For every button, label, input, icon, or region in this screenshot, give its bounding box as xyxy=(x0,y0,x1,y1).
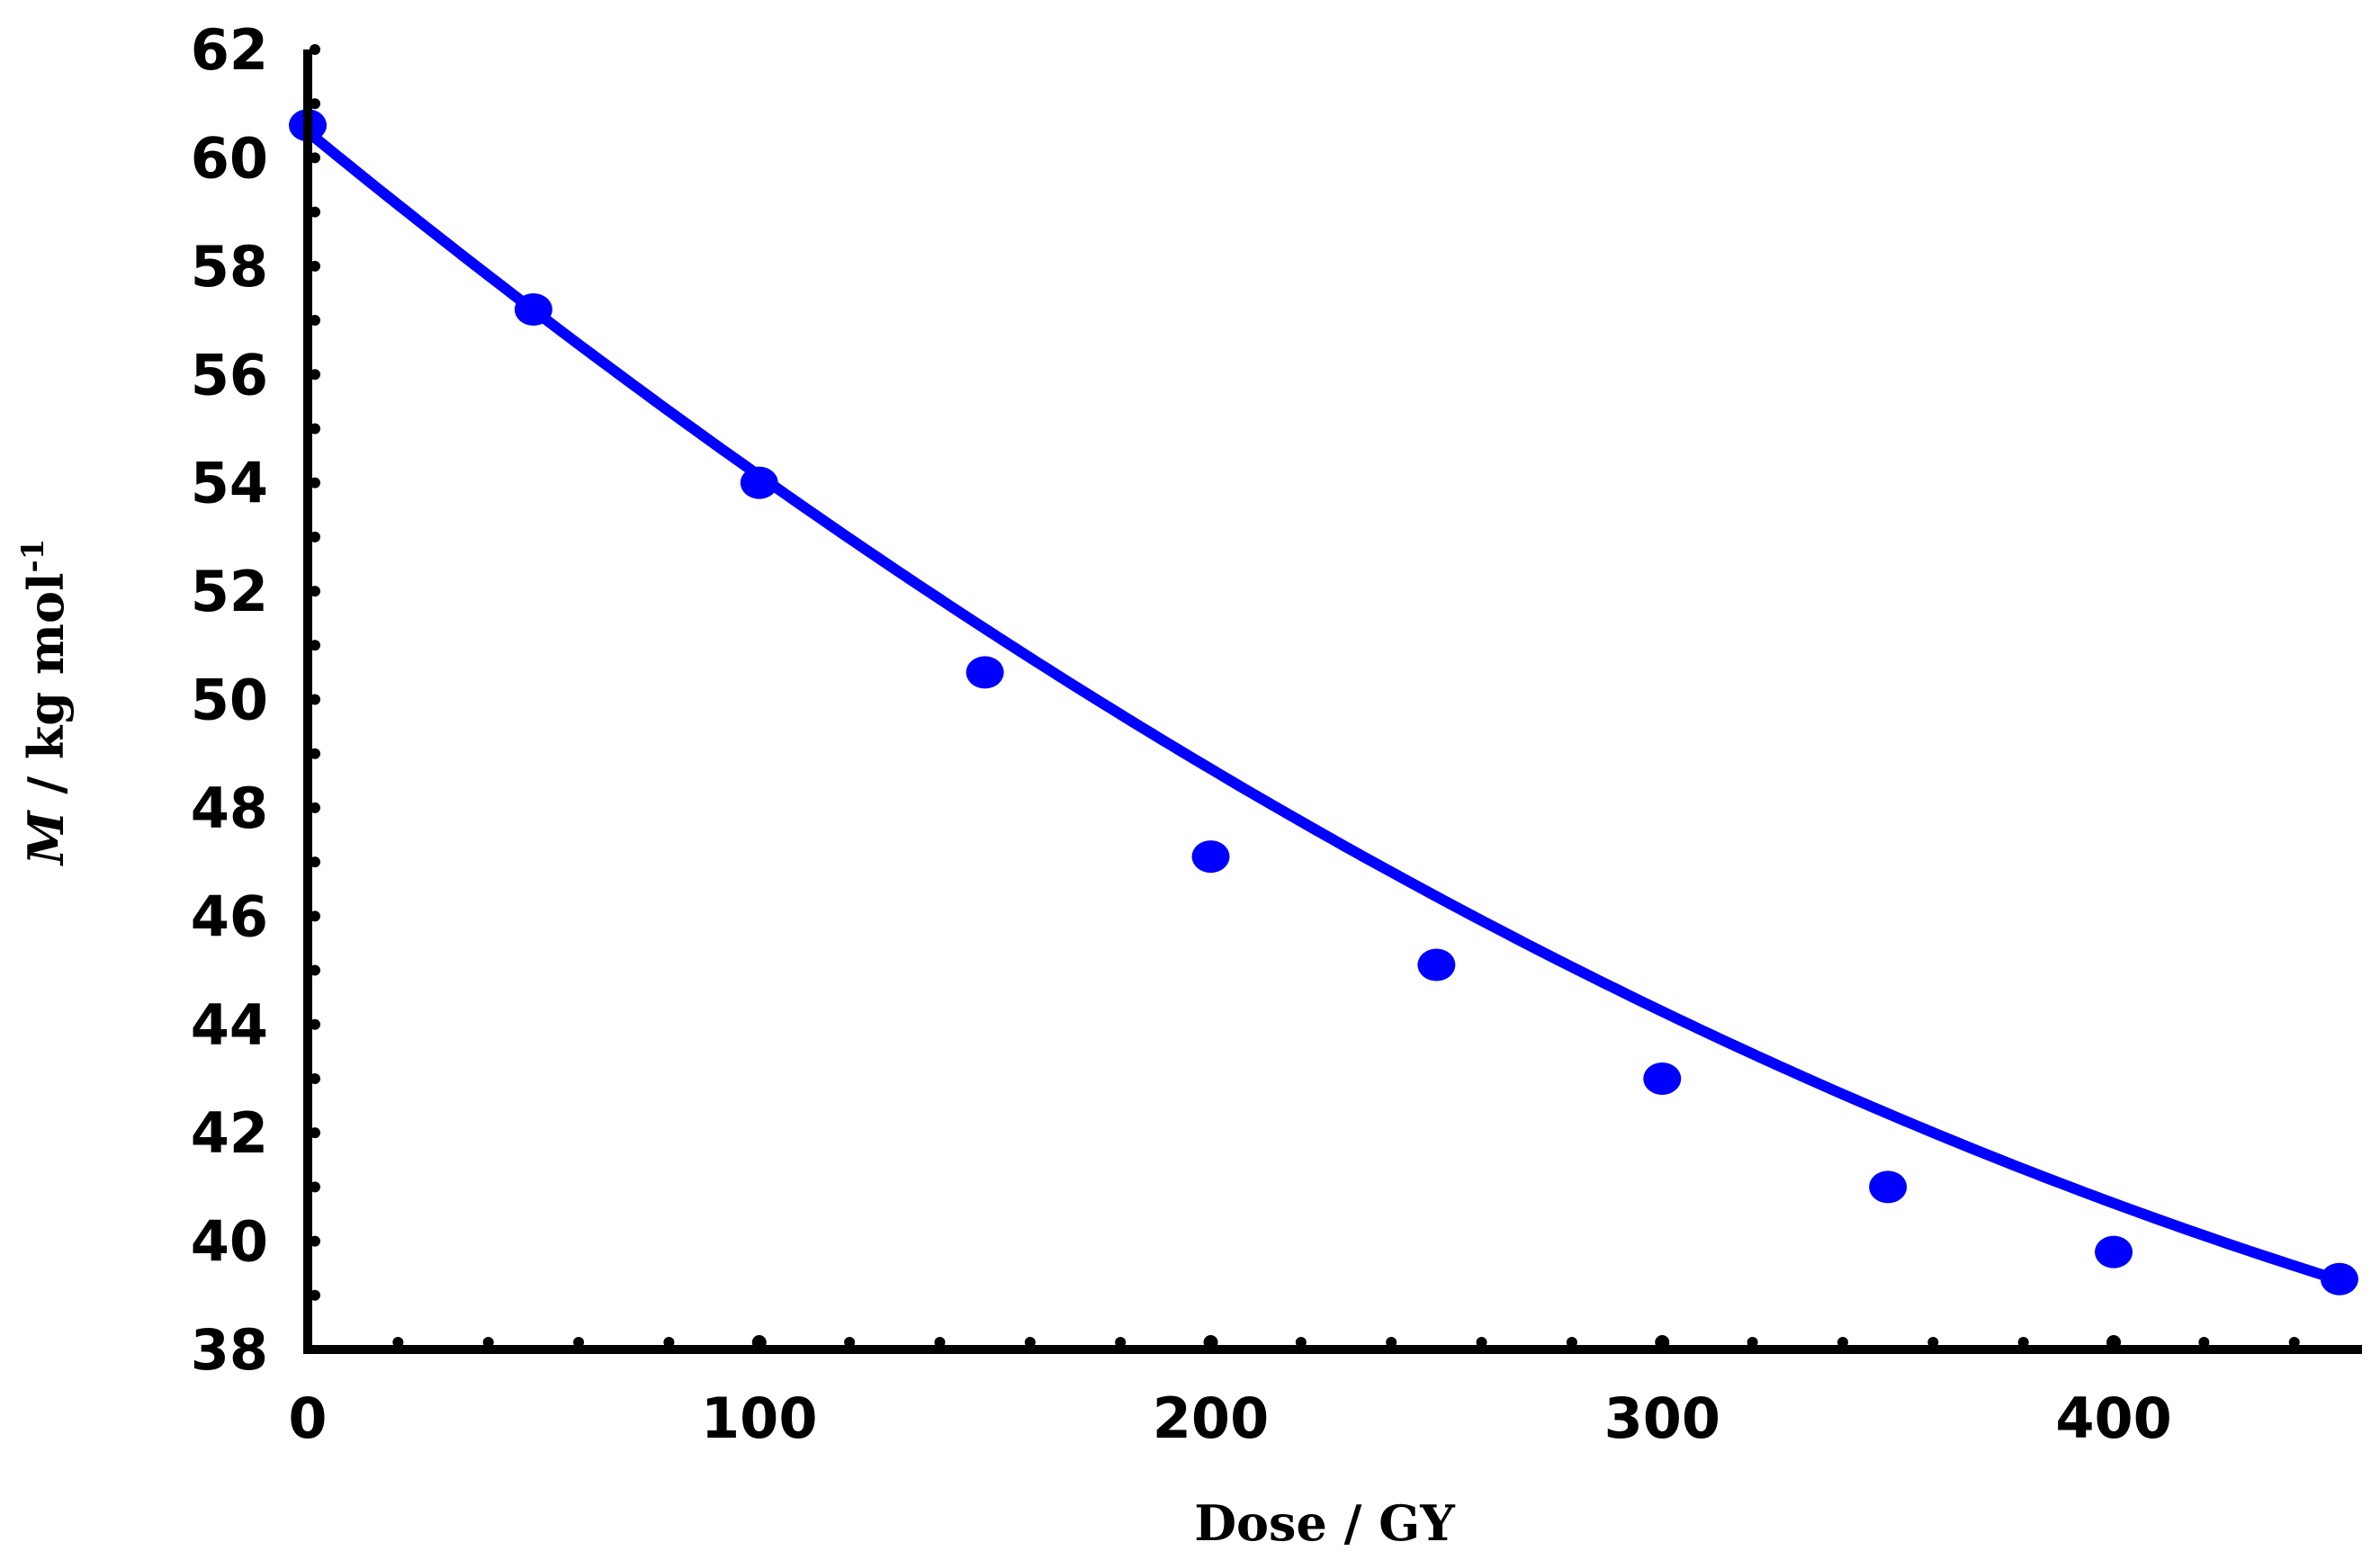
x-tick-label: 200 xyxy=(1153,1385,1269,1451)
x-axis-title: Dose / GY xyxy=(1194,1494,1456,1551)
data-point xyxy=(740,466,778,499)
y-tick-label: 62 xyxy=(191,17,268,83)
y-tick-label: 56 xyxy=(191,342,268,408)
x-tick-label: 300 xyxy=(1604,1385,1720,1451)
x-tick-label: 0 xyxy=(288,1385,327,1451)
y-axis-title-superscript: -1 xyxy=(15,539,51,573)
y-tick-label: 42 xyxy=(191,1100,268,1166)
x-tick-labels: 0 100 200 300 400 xyxy=(288,1385,2171,1451)
y-axis-title: M / kg mol-1 xyxy=(15,539,75,867)
y-tick-label: 50 xyxy=(191,668,268,733)
y-tick-label: 60 xyxy=(191,125,268,191)
y-tick-label: 52 xyxy=(191,559,268,624)
data-point xyxy=(965,656,1004,689)
axes-layer xyxy=(303,49,2362,1354)
x-tick-label: 100 xyxy=(701,1385,817,1451)
y-tick-label: 58 xyxy=(191,234,268,300)
data-point xyxy=(2320,1262,2358,1295)
data-point xyxy=(1643,1062,1682,1095)
y-axis-title-unit: / kg mol xyxy=(17,573,75,811)
data-point xyxy=(1191,840,1230,874)
data-point xyxy=(1417,948,1456,982)
data-point xyxy=(514,293,552,326)
y-tick-label: 48 xyxy=(191,776,268,841)
y-tick-label: 38 xyxy=(191,1317,268,1383)
y-axis-title-symbol: M xyxy=(17,809,75,866)
minor-ticks xyxy=(310,44,2300,1349)
fit-curve xyxy=(302,126,2345,1286)
y-tick-label: 46 xyxy=(191,883,268,949)
y-tick-labels: 38 40 42 44 46 48 50 52 54 56 58 60 62 xyxy=(191,17,268,1383)
fit-layer xyxy=(302,126,2345,1286)
data-point xyxy=(1869,1170,1908,1204)
y-tick-label: 40 xyxy=(191,1209,268,1275)
y-tick-label: 54 xyxy=(191,451,268,516)
y-tick-label: 44 xyxy=(191,992,268,1058)
points-layer xyxy=(289,109,2358,1295)
x-tick-label: 400 xyxy=(2055,1385,2171,1451)
data-point xyxy=(2095,1235,2133,1269)
